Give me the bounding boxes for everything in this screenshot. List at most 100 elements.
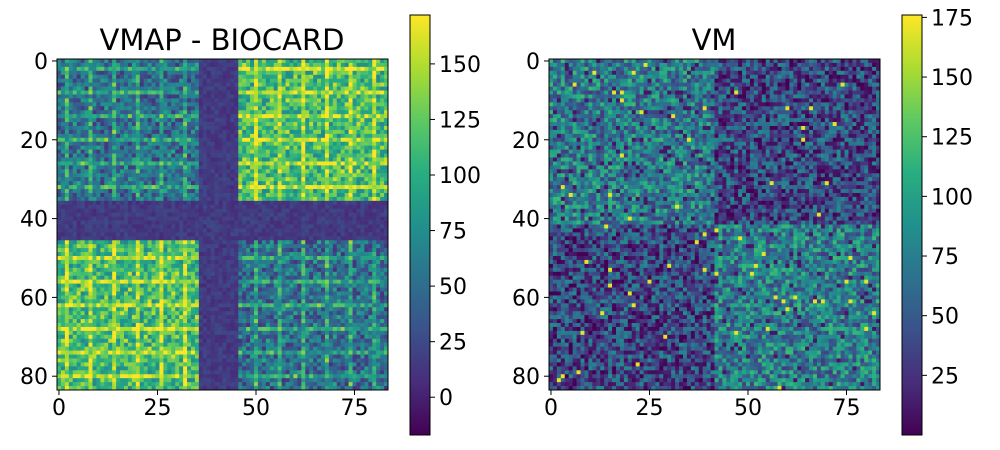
- heatmap-cell: [139, 216, 145, 221]
- heatmap-cell: [305, 110, 310, 115]
- heatmap-cell: [313, 173, 318, 178]
- heatmap-cell: [305, 177, 310, 182]
- heatmap-cell: [309, 161, 314, 166]
- heatmap-cell: [72, 137, 78, 143]
- heatmap-cell: [76, 279, 81, 284]
- heatmap-cell: [261, 267, 267, 273]
- heatmap-cell: [360, 204, 365, 210]
- heatmap-cell: [380, 208, 385, 214]
- heatmap-cell: [202, 259, 208, 265]
- heatmap-cell: [250, 177, 255, 182]
- heatmap-cell: [242, 161, 247, 166]
- heatmap-cell: [214, 78, 219, 83]
- heatmap-cell: [183, 133, 188, 139]
- heatmap-cell: [289, 149, 294, 154]
- heatmap-cell: [222, 114, 227, 119]
- heatmap-cell: [116, 279, 121, 284]
- heatmap-cell: [281, 263, 286, 269]
- heatmap-cell: [163, 291, 168, 296]
- heatmap-cell: [321, 82, 326, 87]
- heatmap-cell: [257, 192, 263, 198]
- heatmap-cell: [210, 240, 215, 245]
- heatmap-cell: [84, 216, 89, 221]
- heatmap-cell: [80, 122, 85, 127]
- heatmap-cell: [344, 74, 349, 80]
- heatmap-cell: [321, 66, 326, 72]
- heatmap-cell: [179, 145, 184, 150]
- heatmap-cell: [214, 133, 219, 139]
- heatmap-cell: [376, 173, 381, 178]
- heatmap-cell: [198, 256, 204, 261]
- heatmap-cell: [183, 90, 188, 95]
- heatmap-cell: [305, 192, 310, 198]
- heatmap-cell: [289, 263, 294, 269]
- heatmap-cell: [297, 244, 302, 249]
- heatmap-cell: [92, 208, 97, 214]
- heatmap-cell: [92, 220, 97, 225]
- heatmap-cell: [80, 240, 85, 245]
- heatmap-cell: [175, 102, 180, 107]
- heatmap-cell: [336, 165, 342, 170]
- heatmap-cell: [376, 62, 381, 68]
- heatmap-cell: [317, 98, 322, 103]
- heatmap-cell: [368, 196, 373, 202]
- heatmap-cell: [159, 256, 164, 261]
- heatmap-cell: [332, 90, 338, 95]
- heatmap-cell: [88, 137, 93, 143]
- heatmap-cell: [305, 62, 310, 68]
- heatmap-cell: [344, 275, 349, 281]
- heatmap-cell: [352, 192, 357, 198]
- heatmap-cell: [234, 114, 239, 119]
- heatmap-cell: [348, 236, 353, 241]
- heatmap-cell: [313, 74, 318, 80]
- heatmap-cell: [190, 220, 196, 225]
- heatmap-cell: [72, 114, 78, 119]
- heatmap-cell: [112, 70, 117, 76]
- heatmap-cell: [309, 82, 314, 87]
- heatmap-cell: [261, 145, 267, 150]
- heatmap-cell: [123, 185, 129, 190]
- heatmap-cell: [265, 86, 271, 91]
- heatmap-cell: [380, 228, 385, 233]
- heatmap-cell: [123, 263, 129, 269]
- heatmap-cell: [147, 252, 152, 257]
- heatmap-cell: [352, 78, 357, 83]
- heatmap-cell: [143, 122, 148, 127]
- heatmap-cell: [92, 62, 97, 68]
- heatmap-cell: [151, 200, 156, 206]
- heatmap-cell: [281, 153, 286, 158]
- heatmap-cell: [293, 141, 298, 147]
- heatmap-cell: [226, 94, 231, 99]
- heatmap-cell: [226, 161, 231, 166]
- heatmap-cell: [108, 275, 113, 281]
- heatmap-cell: [348, 59, 353, 64]
- heatmap-cell: [104, 232, 109, 237]
- heatmap-cell: [222, 62, 227, 68]
- heatmap-cell: [183, 271, 188, 277]
- heatmap-cell: [297, 110, 302, 115]
- heatmap-cell: [301, 161, 306, 166]
- heatmap-cell: [332, 248, 338, 253]
- heatmap-cell: [261, 59, 267, 64]
- heatmap-cell: [123, 220, 129, 225]
- heatmap-cell: [313, 279, 318, 284]
- heatmap-cell: [143, 291, 148, 296]
- heatmap-cell: [88, 291, 93, 296]
- heatmap-cell: [123, 70, 129, 76]
- heatmap-cell: [88, 78, 93, 83]
- heatmap-cell: [135, 86, 141, 91]
- heatmap-cell: [131, 224, 137, 229]
- heatmap-cell: [234, 106, 239, 111]
- heatmap-cell: [269, 185, 275, 190]
- heatmap-cell: [112, 259, 117, 265]
- heatmap-cell: [76, 161, 81, 166]
- heatmap-cell: [143, 62, 148, 68]
- heatmap-cell: [171, 62, 176, 68]
- heatmap-cell: [301, 173, 306, 178]
- heatmap-cell: [96, 200, 101, 206]
- heatmap-cell: [340, 137, 345, 143]
- heatmap-cell: [179, 185, 184, 190]
- heatmap-cell: [198, 279, 204, 284]
- heatmap-cell: [246, 177, 251, 182]
- heatmap-cell: [372, 90, 377, 95]
